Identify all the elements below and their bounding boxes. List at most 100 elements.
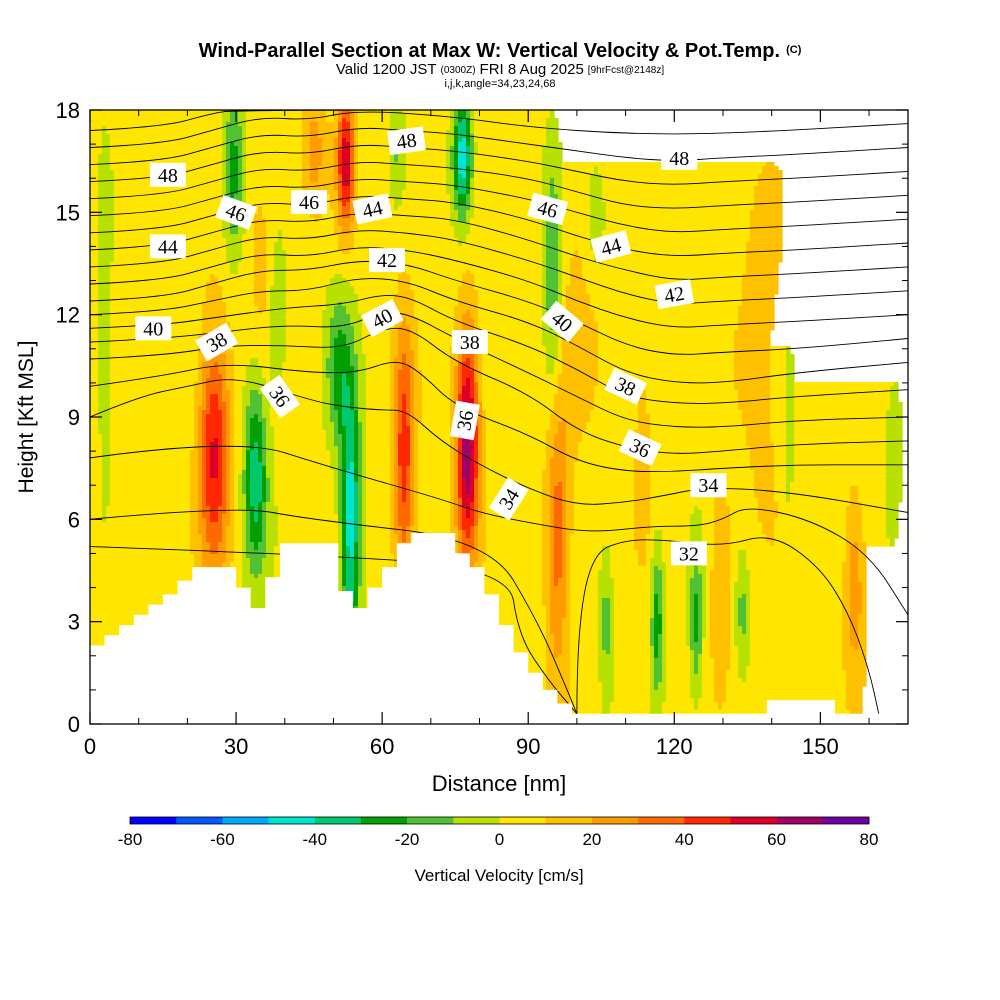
w-field-cell [746, 250, 783, 255]
w-field-cell [262, 426, 267, 431]
w-field-cell [206, 494, 223, 499]
w-field-cell [226, 138, 243, 143]
w-field-cell [418, 450, 451, 455]
w-field-cell [198, 450, 203, 455]
w-field-cell [398, 474, 403, 479]
w-field-cell [258, 514, 263, 519]
w-field-cell [358, 118, 391, 123]
w-field-cell [346, 426, 355, 431]
w-field-cell [98, 294, 111, 299]
w-field-cell [474, 318, 479, 323]
w-field-cell [278, 522, 339, 527]
w-field-cell [546, 434, 555, 439]
w-field-cell [338, 542, 343, 547]
w-field-cell [662, 626, 667, 631]
w-field-cell [214, 438, 219, 443]
w-field-cell [650, 530, 655, 535]
w-field-cell [326, 306, 335, 311]
w-field-cell [202, 450, 207, 455]
w-field-cell [354, 430, 359, 435]
w-field-cell [454, 118, 459, 123]
w-field-cell [402, 194, 451, 199]
w-field-cell [326, 434, 335, 439]
w-field-cell [350, 174, 355, 179]
w-field-cell [322, 158, 335, 163]
w-field-cell [90, 482, 103, 487]
w-field-cell [422, 406, 451, 411]
w-field-cell [690, 526, 703, 531]
w-field-cell [218, 466, 223, 471]
w-field-cell [338, 458, 343, 463]
w-field-cell [466, 122, 471, 127]
w-field-cell [598, 594, 615, 599]
w-field-cell [334, 226, 343, 231]
w-field-cell [354, 550, 359, 555]
w-field-cell [354, 190, 359, 195]
w-field-cell [650, 566, 655, 571]
w-field-cell [750, 590, 843, 595]
w-field-cell [702, 534, 715, 539]
w-field-cell [454, 194, 459, 199]
w-field-cell [350, 354, 359, 359]
w-field-cell [246, 158, 303, 163]
w-field-cell [334, 230, 343, 235]
w-field-cell [202, 366, 211, 371]
w-field-cell [766, 534, 775, 539]
w-field-cell [486, 414, 551, 419]
w-field-cell [98, 306, 111, 311]
w-field-cell [418, 474, 451, 479]
w-field-cell [706, 598, 711, 603]
w-field-cell [330, 278, 347, 283]
w-field-cell [698, 618, 703, 623]
w-field-cell [102, 446, 111, 451]
w-field-cell [454, 390, 459, 395]
w-field-cell [650, 622, 655, 627]
w-field-cell [90, 182, 99, 187]
w-field-cell [470, 198, 475, 203]
w-field-cell [474, 386, 479, 391]
w-field-cell [654, 610, 659, 615]
w-field-cell [206, 406, 211, 411]
w-field-cell [206, 538, 223, 543]
w-field-cell [558, 582, 567, 587]
w-field-cell [266, 226, 335, 231]
w-field-cell [354, 594, 359, 599]
w-field-cell [194, 390, 203, 395]
w-field-cell [194, 394, 203, 399]
w-field-cell [322, 322, 331, 327]
w-field-cell [366, 426, 391, 431]
w-field-cell [350, 142, 355, 147]
w-field-cell [458, 478, 463, 483]
w-field-cell [198, 482, 203, 487]
w-field-cell [562, 182, 591, 187]
w-field-cell [222, 298, 255, 303]
w-field-cell [334, 178, 339, 183]
w-field-cell [334, 498, 339, 503]
w-field-cell [354, 546, 359, 551]
w-field-cell [390, 182, 407, 187]
w-field-cell [114, 222, 223, 227]
w-field-cell [202, 390, 207, 395]
w-field-cell [242, 514, 247, 519]
w-field-cell [886, 430, 903, 435]
w-field-cell [226, 358, 235, 363]
w-field-cell [730, 550, 739, 555]
w-field-cell [714, 526, 731, 531]
w-field-cell [542, 342, 559, 347]
w-field-cell [474, 378, 479, 383]
w-field-cell [230, 322, 271, 327]
w-field-cell [234, 554, 243, 559]
w-field-cell [322, 314, 335, 319]
w-field-cell [330, 194, 339, 199]
w-field-cell [250, 394, 263, 399]
w-field-cell [734, 386, 771, 391]
w-field-cell [794, 382, 895, 387]
w-field-cell [566, 594, 571, 599]
w-field-cell [250, 422, 263, 427]
w-field-cell [850, 606, 863, 611]
w-field-cell [330, 322, 351, 327]
w-field-cell [286, 354, 323, 359]
w-field-cell [346, 510, 355, 515]
w-field-cell [110, 430, 195, 435]
w-field-cell [90, 530, 191, 535]
